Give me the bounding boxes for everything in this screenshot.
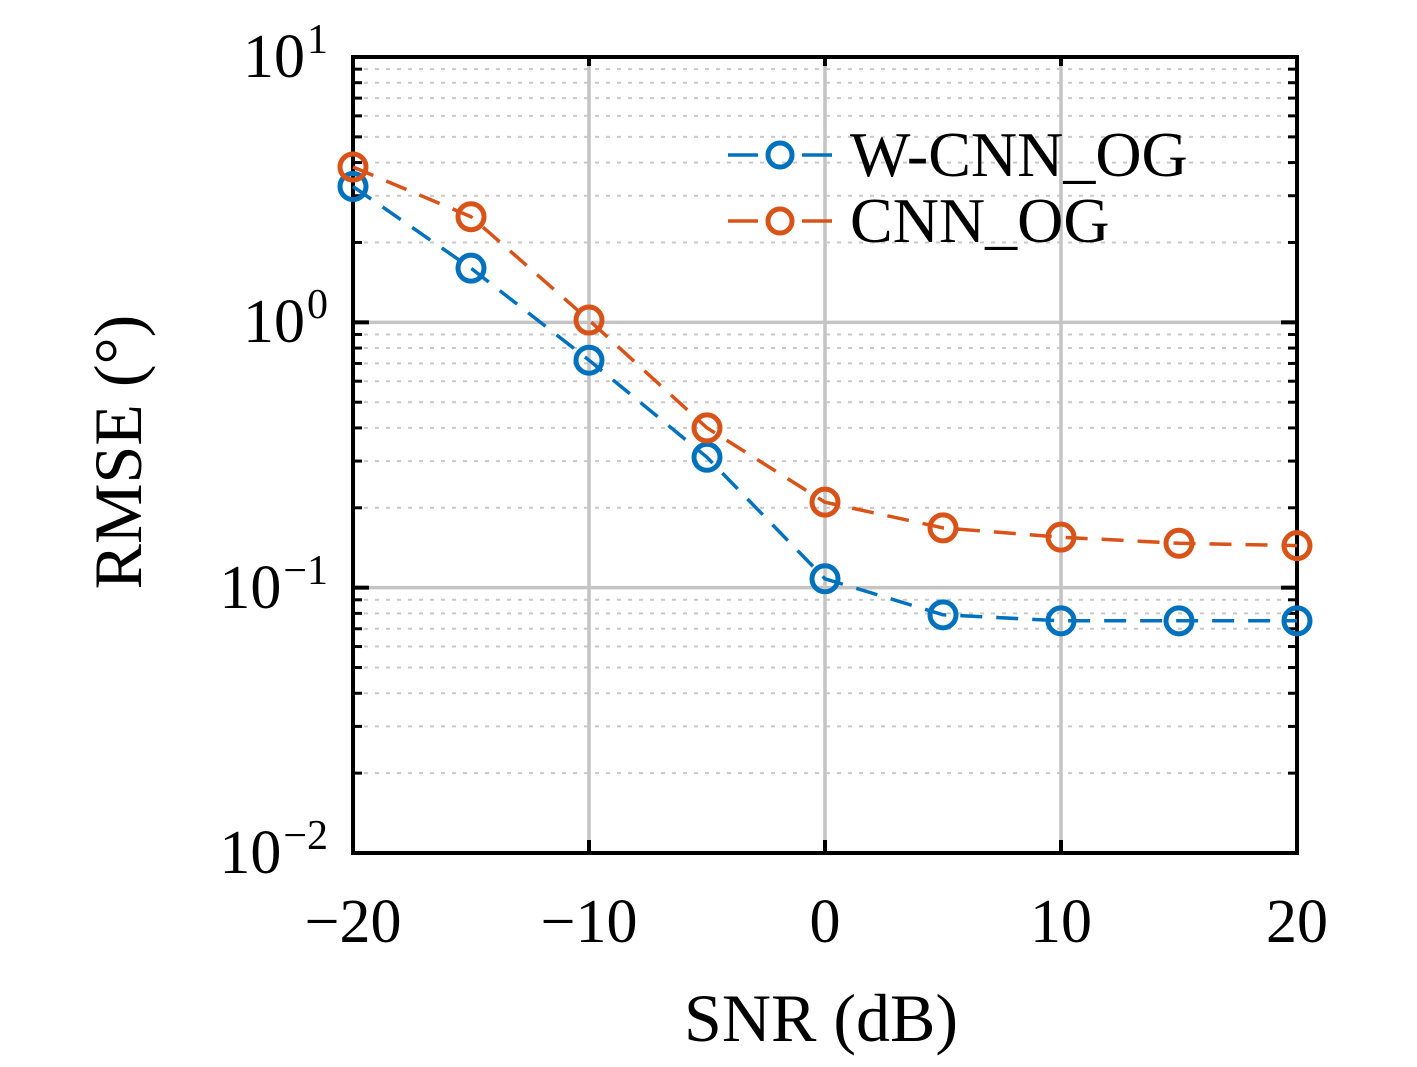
- x-tick-label-20: 20: [1266, 888, 1328, 956]
- y-tick-label-1e-1: 10−1: [219, 550, 328, 622]
- y-tick-base: 10: [219, 819, 282, 887]
- series-marker-cnn_og: [573, 304, 605, 336]
- legend: W-CNN_OG CNN_OG: [726, 122, 1188, 254]
- series-marker-w-cnn_og: [1281, 605, 1313, 637]
- y-tick-base: 10: [243, 23, 305, 91]
- legend-entry-w-cnn-og: W-CNN_OG: [726, 122, 1188, 188]
- y-tick-exponent: −2: [283, 813, 328, 859]
- y-axis-label: RMSE (°): [80, 314, 156, 590]
- series-marker-cnn_og: [1281, 530, 1313, 562]
- y-tick-base: 10: [219, 553, 282, 622]
- series-line-w-cnn_og: [352, 185, 1297, 623]
- x-tick-label-10: 10: [1030, 888, 1092, 956]
- series-marker-w-cnn_og: [1045, 605, 1077, 637]
- series-marker-w-cnn_og: [455, 252, 487, 284]
- series-line-cnn_og: [352, 165, 1298, 548]
- series-marker-w-cnn_og: [1163, 605, 1195, 637]
- y-tick-label-1e0: 100: [243, 284, 328, 357]
- series-marker-cnn_og: [927, 512, 959, 544]
- series-marker-cnn_og: [455, 201, 487, 233]
- y-tick-exponent: 0: [307, 282, 328, 329]
- legend-entry-cnn-og: CNN_OG: [726, 188, 1188, 254]
- series-marker-w-cnn_og: [809, 563, 841, 595]
- legend-label: CNN_OG: [850, 185, 1110, 256]
- x-axis-label: SNR (dB): [684, 980, 958, 1056]
- series-marker-cnn_og: [1045, 521, 1077, 553]
- legend-label: W-CNN_OG: [850, 119, 1188, 190]
- series-marker-cnn_og: [1163, 527, 1195, 559]
- legend-sample-line-icon: [728, 206, 832, 236]
- legend-sample-line-icon: [728, 140, 832, 170]
- y-tick-exponent: −1: [283, 547, 328, 594]
- series-marker-w-cnn_og: [691, 441, 723, 473]
- series-marker-cnn_og: [809, 486, 841, 518]
- series-marker-w-cnn_og: [337, 171, 369, 203]
- series-marker-w-cnn_og: [573, 344, 605, 376]
- x-tick-label-m10: −10: [540, 888, 638, 956]
- series-marker-w-cnn_og: [927, 599, 959, 631]
- series-marker-cnn_og: [691, 412, 723, 444]
- y-tick-label-1e1: 101: [243, 19, 328, 91]
- y-tick-base: 10: [243, 288, 305, 357]
- series-marker-cnn_og: [337, 151, 369, 183]
- x-tick-label-m20: −20: [304, 888, 402, 956]
- y-tick-exponent: 1: [307, 17, 328, 63]
- x-tick-label-0: 0: [809, 888, 841, 956]
- y-tick-label-1e-2: 10−2: [219, 815, 328, 887]
